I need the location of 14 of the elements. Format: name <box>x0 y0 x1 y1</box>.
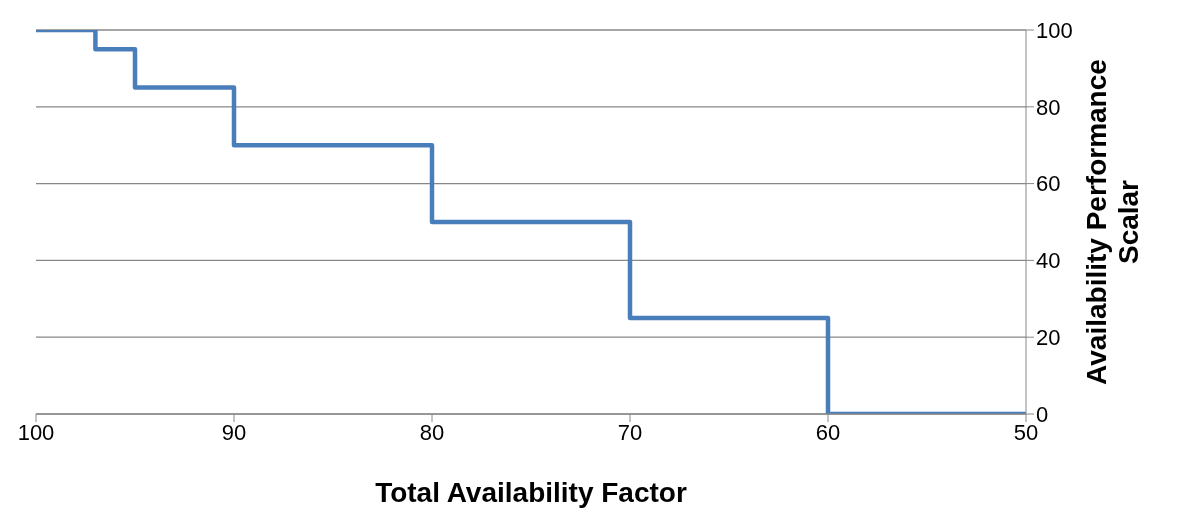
y-tick-label: 40 <box>1036 248 1061 274</box>
y-tick-label: 60 <box>1036 171 1061 197</box>
y-tick-label: 80 <box>1036 94 1061 120</box>
y-tick-label: 20 <box>1036 325 1061 351</box>
x-tick-label: 80 <box>419 419 445 445</box>
x-tick-label: 90 <box>221 419 247 445</box>
y-axis-title: Availability Performance Scalar <box>1081 59 1144 385</box>
x-tick-label: 70 <box>617 419 643 445</box>
x-tick-label: 50 <box>1013 419 1039 445</box>
x-axis-title: Total Availability Factor <box>375 477 687 508</box>
y-tick-label: 100 <box>1036 17 1073 43</box>
x-tick-label: 100 <box>17 419 55 445</box>
x-tick-label: 60 <box>815 419 841 445</box>
y-tick-label: 0 <box>1036 401 1049 427</box>
